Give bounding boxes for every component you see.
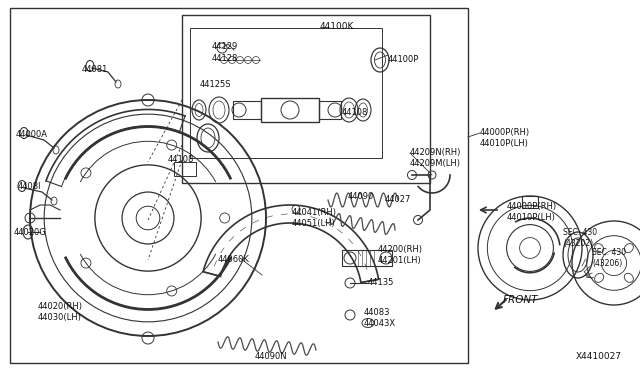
Text: 44100K: 44100K xyxy=(320,22,355,31)
Text: 44060K: 44060K xyxy=(218,255,250,264)
Text: 44020G: 44020G xyxy=(14,228,47,237)
Bar xyxy=(174,162,196,176)
Text: 44020(RH): 44020(RH) xyxy=(38,302,83,311)
Text: (43206): (43206) xyxy=(592,259,622,268)
Text: X4410027: X4410027 xyxy=(576,352,622,361)
Text: 44030(LH): 44030(LH) xyxy=(38,313,82,322)
Text: 44090N: 44090N xyxy=(255,352,287,361)
Text: 44000P(RH): 44000P(RH) xyxy=(480,128,530,137)
Bar xyxy=(190,28,382,158)
Bar xyxy=(10,8,468,363)
Text: SEC. 430: SEC. 430 xyxy=(592,248,626,257)
Text: 44083: 44083 xyxy=(364,308,390,317)
Text: 44108: 44108 xyxy=(342,108,369,117)
Text: 44000P(RH): 44000P(RH) xyxy=(507,202,557,211)
Text: 44135: 44135 xyxy=(368,278,394,287)
Text: 44209N(RH): 44209N(RH) xyxy=(410,148,461,157)
Text: 44125S: 44125S xyxy=(200,80,232,89)
Text: 44027: 44027 xyxy=(385,195,412,204)
Text: 44200(RH): 44200(RH) xyxy=(378,245,423,254)
Bar xyxy=(522,196,538,208)
Text: 44010P(LH): 44010P(LH) xyxy=(507,213,556,222)
Text: FRONT: FRONT xyxy=(503,295,538,305)
Text: (43202): (43202) xyxy=(563,239,593,248)
Text: 44043X: 44043X xyxy=(364,319,396,328)
Text: 44128: 44128 xyxy=(212,54,238,63)
Text: 44090: 44090 xyxy=(348,192,374,201)
Bar xyxy=(233,101,261,119)
Bar xyxy=(319,101,341,119)
Text: 44100P: 44100P xyxy=(388,55,419,64)
Bar xyxy=(342,250,392,266)
Text: 44000A: 44000A xyxy=(16,130,48,139)
Text: 44010P(LH): 44010P(LH) xyxy=(480,139,529,148)
Text: 4408l: 4408l xyxy=(18,182,42,191)
Text: 44081: 44081 xyxy=(82,65,108,74)
Bar xyxy=(182,15,430,183)
Text: 44129: 44129 xyxy=(212,42,238,51)
Text: SEC. 430: SEC. 430 xyxy=(563,228,597,237)
Text: 44041(RH): 44041(RH) xyxy=(292,208,337,217)
Text: 44201(LH): 44201(LH) xyxy=(378,256,422,265)
Bar xyxy=(261,98,319,122)
Text: 44108: 44108 xyxy=(168,155,195,164)
Text: 44209M(LH): 44209M(LH) xyxy=(410,159,461,168)
Text: 44051(LH): 44051(LH) xyxy=(292,219,336,228)
